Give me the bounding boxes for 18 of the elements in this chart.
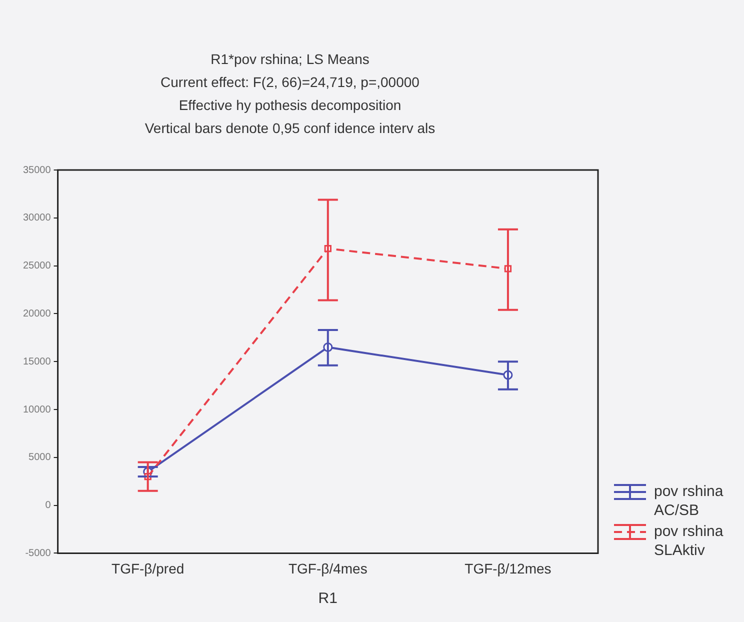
y-tick-label: 15000: [22, 356, 52, 368]
x-tick-label: TGF-β/pred: [112, 560, 184, 576]
x-tick-label: TGF-β/12mes: [464, 560, 552, 576]
x-axis-title: R1: [318, 590, 338, 608]
text: Vertical bars denote 0,95 conf idence interv als: [144, 119, 436, 138]
y-tick-label: 10000: [22, 404, 52, 416]
y-tick-label: 25000: [22, 260, 52, 272]
chart-title: R1*pov rshina; LS Means: [210, 50, 370, 69]
text: Effective hy pothesis decomposition: [178, 96, 402, 115]
y-tick-label: 20000: [22, 308, 52, 320]
y-tick-label: 0: [45, 500, 52, 512]
y-tick-label: -5000: [25, 548, 52, 559]
legend-label: pov rshina SLAktiv: [654, 522, 724, 560]
y-tick-label: 35000: [22, 164, 52, 176]
text: Current effect: F(2, 66)=24,719, p=,00000: [160, 73, 420, 92]
y-tick-label: 5000: [28, 452, 52, 464]
x-tick-label: TGF-β/4mes: [288, 560, 368, 576]
y-tick-label: 30000: [22, 212, 52, 224]
